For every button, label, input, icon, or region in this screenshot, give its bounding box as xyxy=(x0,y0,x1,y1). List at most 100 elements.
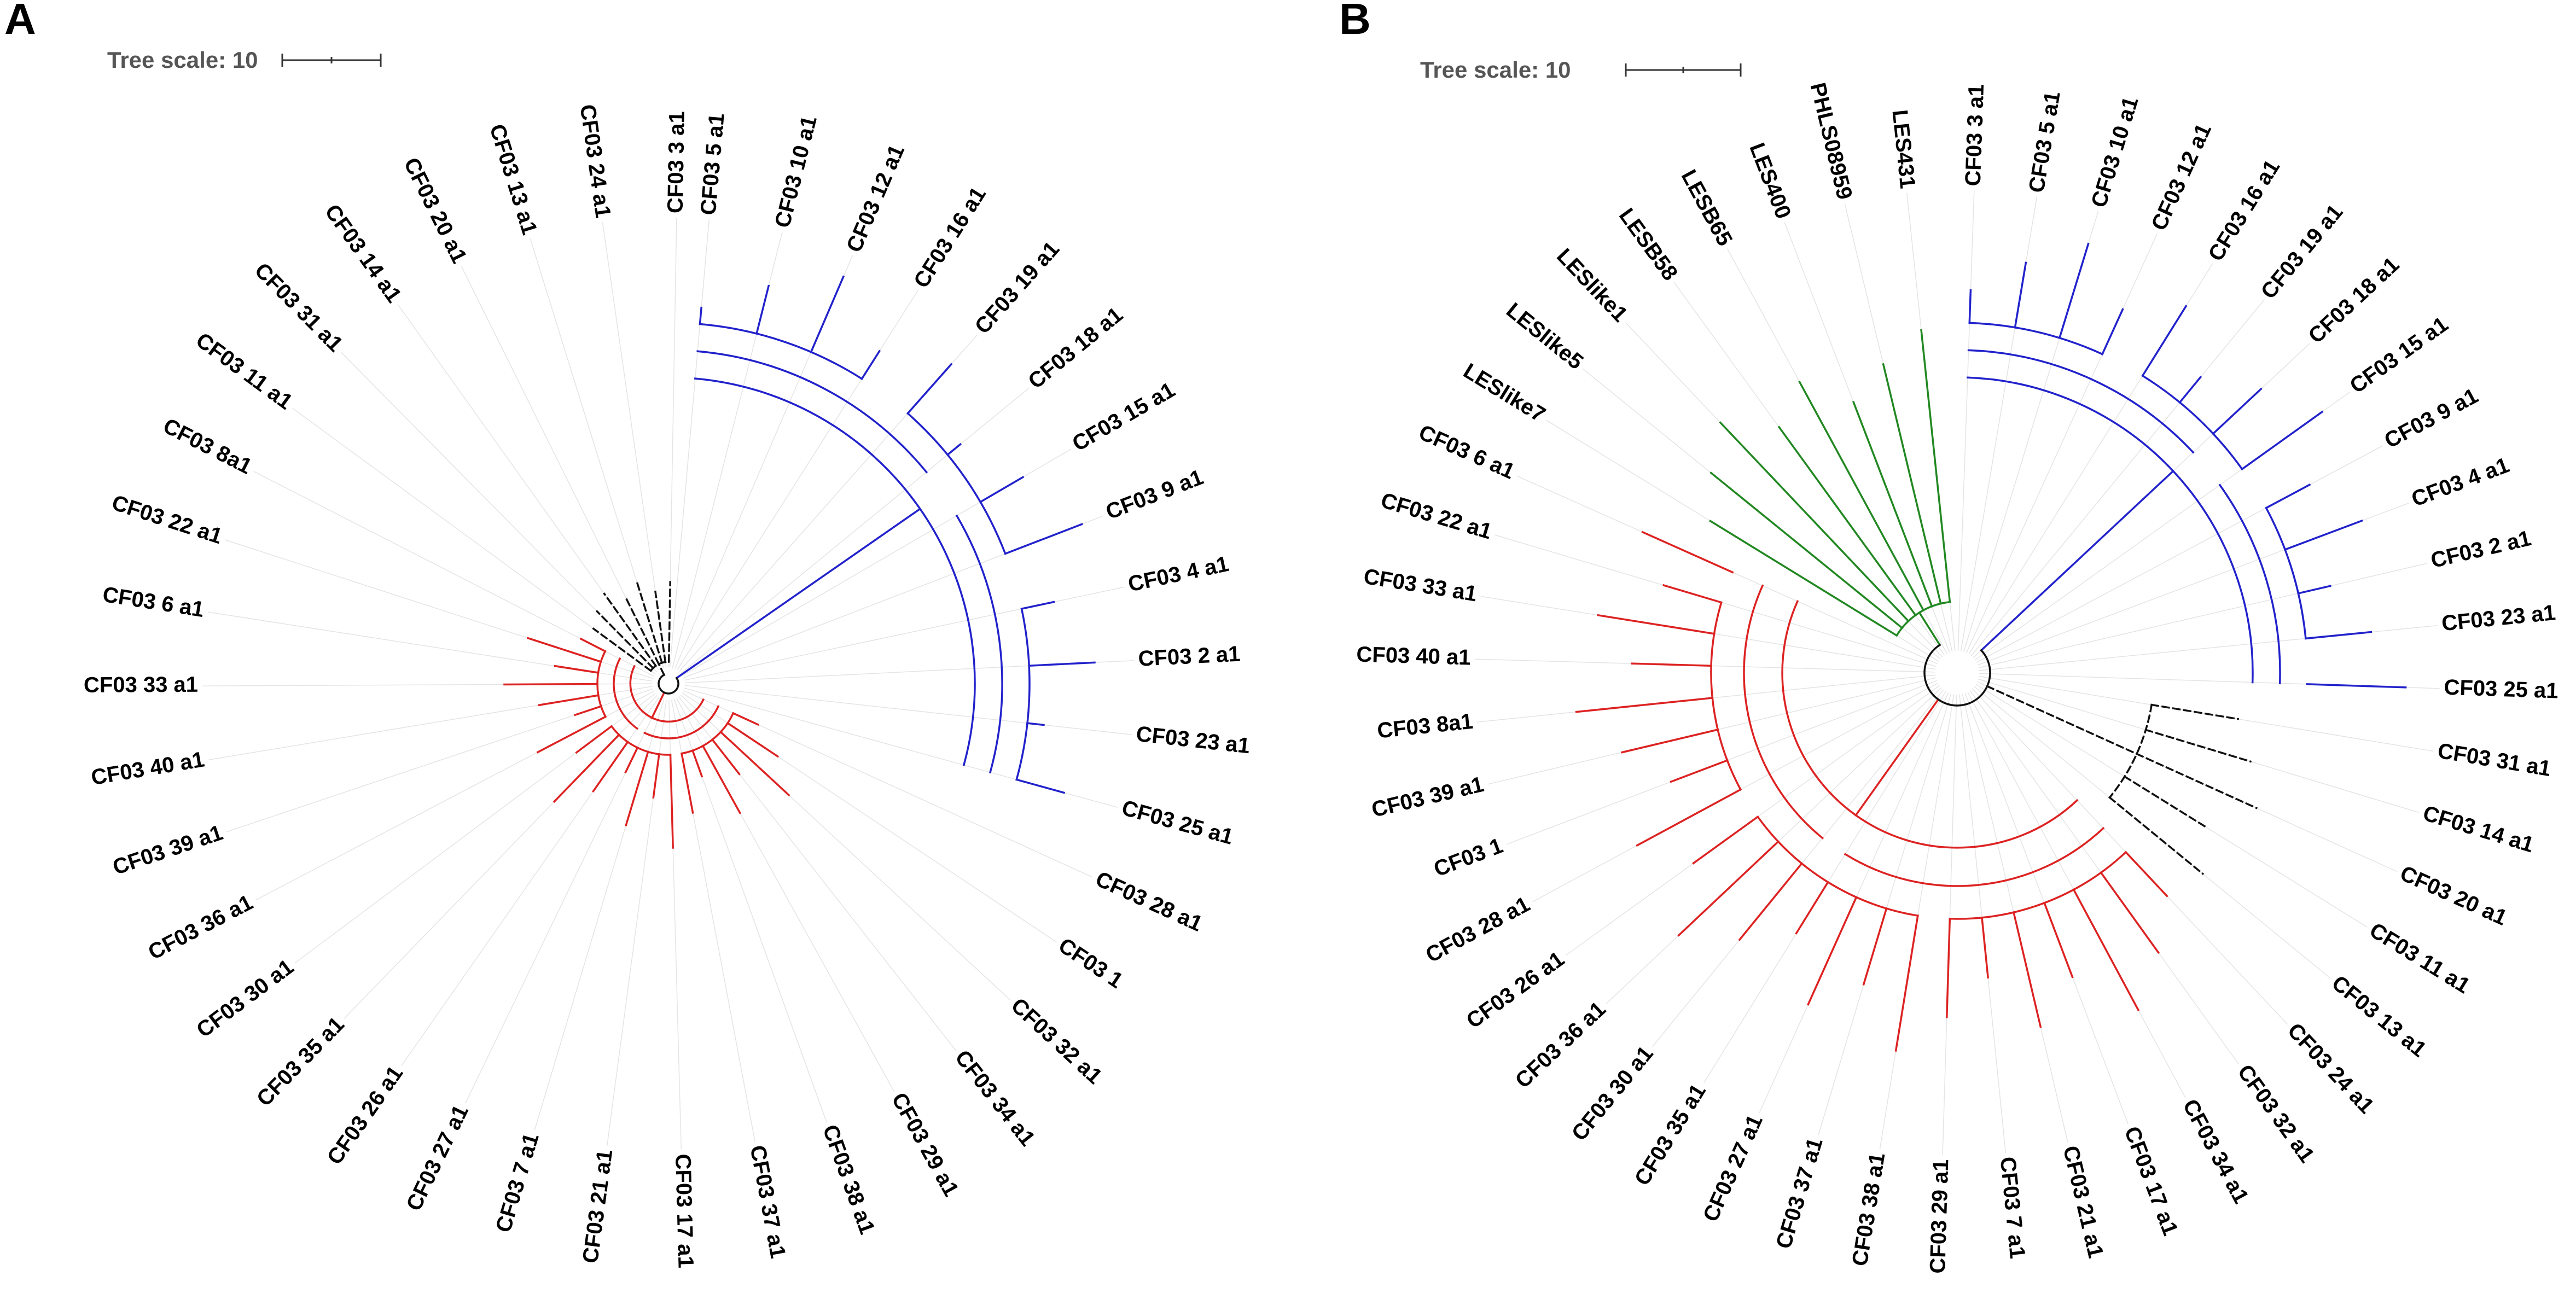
leaf-label-cf03-8a1: CF03 8a1 xyxy=(1376,709,1474,743)
leaf-label-cf03-11-a1: CF03 11 a1 xyxy=(2365,918,2474,998)
terminal-branch-cf03-32-a1 xyxy=(719,730,790,797)
leaf-label-cf03-23-a1: CF03 23 a1 xyxy=(2440,601,2556,636)
terminal-branch-cf03-4-a1 xyxy=(2283,519,2363,551)
leaf-label-cf03-32-a1: CF03 32 a1 xyxy=(2233,1060,2319,1167)
leaf-label-cf03-31-a1: CF03 31 a1 xyxy=(250,258,347,357)
blue-clade-internal-arc xyxy=(1015,608,1031,781)
terminal-branch-cf03-10-a1 xyxy=(755,284,770,335)
leaf-label-cf03-16-a1: CF03 16 a1 xyxy=(909,183,991,292)
leaf-label-leslike5: LESlike5 xyxy=(1502,298,1588,374)
terminal-branch-cf03-20-a1 xyxy=(624,595,660,666)
blue-clade-stem xyxy=(1980,469,2174,652)
terminal-branch-cf03-33-a1 xyxy=(1597,614,1716,635)
leaf-label-cf03-33-a1: CF03 33 a1 xyxy=(1362,564,1479,607)
terminal-branch-cf03-1 xyxy=(726,721,780,758)
leaf-label-cf03-15-a1: CF03 15 a1 xyxy=(2346,312,2453,398)
terminal-branch-les400 xyxy=(1852,400,1933,608)
blue-clade-internal-arc xyxy=(906,412,1007,555)
terminal-branch-cf03-23-a1 xyxy=(2304,631,2373,640)
terminal-branch-cf03-25-a1 xyxy=(2306,683,2407,689)
leaf-label-cf03-34-a1: CF03 34 a1 xyxy=(950,1046,1040,1151)
terminal-branch-cf03-14-a1 xyxy=(603,592,658,667)
terminal-branch-cf03-28-a1 xyxy=(1636,788,1742,847)
leaf-label-cf03-29-a1: CF03 29 a1 xyxy=(1926,1159,1953,1274)
terminal-branch-cf03-18-a1 xyxy=(2212,387,2263,435)
terminal-branch-cf03-1 xyxy=(1670,759,1729,783)
terminal-branch-cf03-39-a1 xyxy=(574,705,602,716)
terminal-branch-cf03-4-a1 xyxy=(1020,601,1055,610)
terminal-branch-cf03-18-a1 xyxy=(946,442,962,456)
leaf-label-cf03-39-a1: CF03 39 a1 xyxy=(110,820,226,879)
leaf-label-cf03-30-a1: CF03 30 a1 xyxy=(1567,1041,1658,1145)
panel-a: A Tree scale: 10 CF03 5 a1 CF03 10 a1 CF03… xyxy=(4,0,1251,1268)
leaf-label-cf03-8a1: CF03 8a1 xyxy=(159,413,255,479)
leaf-label-cf03-9-a1: CF03 9 a1 xyxy=(1103,465,1207,524)
leaf-guide-line xyxy=(1976,445,2383,663)
red-clade-stem xyxy=(650,691,666,720)
leaf-label-cf03-1: CF03 1 xyxy=(1054,933,1127,993)
terminal-branch-cf03-30-a1 xyxy=(575,725,613,754)
leaf-label-cf03-33-a1: CF03 33 a1 xyxy=(84,673,198,697)
blue-clade-internal-arc xyxy=(2265,506,2307,640)
terminal-branch-cf03-13-a1 xyxy=(636,581,664,664)
terminal-branch-cf03-12-a1 xyxy=(2101,308,2124,356)
panel-a-scale: Tree scale: 10 xyxy=(107,47,382,73)
leaf-label-cf03-12-a1: CF03 12 a1 xyxy=(2147,120,2216,234)
leaf-label-cf03-34-a1: CF03 34 a1 xyxy=(2178,1096,2253,1208)
root-arc xyxy=(658,673,679,695)
panel-b-branches xyxy=(1575,242,2407,1052)
leaf-label-cf03-3-a1: CF03 3 a1 xyxy=(664,111,689,214)
leaf-guide-line xyxy=(1978,563,2428,668)
panel-b-scale: Tree scale: 10 xyxy=(1420,57,1742,83)
leaf-label-cf03-4-a1: CF03 4 a1 xyxy=(1126,552,1231,597)
leaf-label-cf03-26-a1: CF03 26 a1 xyxy=(1462,947,1569,1033)
leaf-label-cf03-6-a1: CF03 6 a1 xyxy=(101,582,206,622)
terminal-branch-leslike1 xyxy=(1719,421,1910,623)
leaf-label-cf03-25-a1: CF03 25 a1 xyxy=(2444,675,2558,703)
terminal-branch-cf03-8a1 xyxy=(579,637,607,653)
terminal-branch-cf03-9-a1 xyxy=(1004,523,1083,555)
leaf-label-cf03-36-a1: CF03 36 a1 xyxy=(1511,997,1610,1093)
terminal-branch-cf03-21-a1 xyxy=(2012,911,2042,1028)
terminal-branch-cf03-7-a1 xyxy=(1981,916,1990,979)
terminal-branch-cf03-9-a1 xyxy=(2265,483,2311,510)
leaf-label-cf03-24-a1: CF03 24 a1 xyxy=(575,103,615,219)
leaf-label-cf03-35-a1: CF03 35 a1 xyxy=(252,1012,349,1111)
terminal-branch-cf03-17-a1 xyxy=(2043,901,2074,978)
red-clade-internal-arc xyxy=(1781,600,2079,849)
leaf-label-cf03-28-a1: CF03 28 a1 xyxy=(1092,867,1206,936)
leaf-label-cf03-6-a1: CF03 6 a1 xyxy=(1415,420,1518,483)
leaf-label-cf03-11-a1: CF03 11 a1 xyxy=(191,328,297,415)
leaf-label-cf03-13-a1: CF03 13 a1 xyxy=(2327,971,2431,1062)
leaf-label-les400: LES400 xyxy=(1745,139,1795,222)
terminal-branch-cf03-22-a1 xyxy=(1662,584,1723,604)
terminal-branch-cf03-16-a1 xyxy=(860,349,881,381)
panel-b-label: B xyxy=(1339,0,1371,43)
leaf-label-leslike1: LESlike1 xyxy=(1552,244,1632,327)
leaf-label-cf03-40-a1: CF03 40 a1 xyxy=(1356,643,1471,670)
terminal-branch-cf03-32-a1 xyxy=(2100,871,2160,954)
terminal-branch-cf03-6-a1 xyxy=(554,665,600,674)
red-clade-internal-arc xyxy=(1844,826,2105,887)
leaf-label-lesb58: LESB58 xyxy=(1614,204,1682,285)
leaf-label-cf03-39-a1: CF03 39 a1 xyxy=(1369,772,1486,822)
terminal-branch-cf03-3-a1 xyxy=(1968,289,1972,324)
root-arc xyxy=(1923,643,1991,707)
leaf-label-cf03-22-a1: CF03 22 a1 xyxy=(109,491,225,549)
terminal-branch-cf03-34-a1 xyxy=(711,738,741,776)
terminal-branch-cf03-36-a1 xyxy=(1677,840,1780,937)
leaf-guide-line xyxy=(684,586,1125,681)
blue-clade-internal-arc xyxy=(696,350,928,474)
terminal-branch-cf03-2-a1 xyxy=(1028,661,1096,667)
red-clade-stem xyxy=(1854,698,1940,817)
leaf-label-cf03-19-a1: CF03 19 a1 xyxy=(970,237,1064,339)
panel-b-leaf-labels: CF03 3 a1 CF03 5 a1 CF03 10 a1 CF03 12 a1CF… xyxy=(1356,80,2558,1274)
terminal-branch-cf03-31-a1 xyxy=(595,610,655,669)
terminal-branch-cf03-36-a1 xyxy=(536,715,607,754)
terminal-branch-cf03-40-a1 xyxy=(538,694,600,707)
leaf-label-cf03-40-a1: CF03 40 a1 xyxy=(89,747,206,790)
leaf-label-cf03-37-a1: CF03 37 a1 xyxy=(1771,1135,1827,1251)
leaf-label-cf03-26-a1: CF03 26 a1 xyxy=(323,1062,408,1169)
terminal-branch-cf03-27-a1 xyxy=(624,746,639,774)
terminal-branch-cf03-24-a1 xyxy=(654,590,667,663)
